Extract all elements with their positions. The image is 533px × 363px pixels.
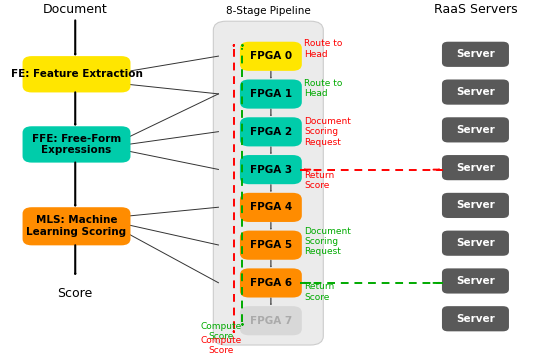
Text: Compute
Score: Compute Score: [200, 322, 241, 341]
FancyBboxPatch shape: [240, 79, 302, 109]
Text: FPGA 7: FPGA 7: [250, 316, 292, 326]
Text: RaaS Servers: RaaS Servers: [434, 3, 518, 16]
Text: Score: Score: [58, 287, 93, 301]
Text: Document: Document: [43, 3, 108, 16]
FancyBboxPatch shape: [213, 21, 324, 345]
Text: Server: Server: [456, 125, 495, 135]
FancyBboxPatch shape: [240, 268, 302, 298]
Text: Document
Scoring
Request: Document Scoring Request: [304, 117, 351, 147]
Text: FPGA 6: FPGA 6: [250, 278, 292, 288]
Text: FPGA 4: FPGA 4: [250, 203, 292, 212]
Text: MLS: Machine
Learning Scoring: MLS: Machine Learning Scoring: [27, 216, 126, 237]
FancyBboxPatch shape: [22, 126, 131, 163]
Text: Server: Server: [456, 87, 495, 97]
Text: FFE: Free-Form
Expressions: FFE: Free-Form Expressions: [32, 134, 121, 155]
FancyBboxPatch shape: [442, 117, 509, 142]
FancyBboxPatch shape: [240, 193, 302, 222]
Text: Compute
Score: Compute Score: [200, 336, 241, 355]
Text: FPGA 1: FPGA 1: [250, 89, 292, 99]
Text: Return
Score: Return Score: [304, 171, 335, 190]
Text: Server: Server: [456, 238, 495, 248]
FancyBboxPatch shape: [442, 231, 509, 256]
Text: Server: Server: [456, 49, 495, 59]
FancyBboxPatch shape: [442, 155, 509, 180]
Text: FPGA 0: FPGA 0: [250, 51, 292, 61]
Text: Document
Scoring
Request: Document Scoring Request: [304, 227, 351, 257]
FancyBboxPatch shape: [442, 193, 509, 218]
FancyBboxPatch shape: [240, 231, 302, 260]
Text: FE: Feature Extraction: FE: Feature Extraction: [11, 69, 142, 79]
Text: Return
Score: Return Score: [304, 282, 335, 302]
Text: Server: Server: [456, 276, 495, 286]
Text: 8-Stage Pipeline: 8-Stage Pipeline: [226, 6, 311, 16]
Text: FPGA 5: FPGA 5: [250, 240, 292, 250]
FancyBboxPatch shape: [22, 207, 131, 245]
FancyBboxPatch shape: [240, 155, 302, 184]
FancyBboxPatch shape: [442, 268, 509, 294]
Text: Server: Server: [456, 314, 495, 324]
Text: FPGA 3: FPGA 3: [250, 164, 292, 175]
FancyBboxPatch shape: [442, 42, 509, 67]
FancyBboxPatch shape: [442, 79, 509, 105]
Text: Server: Server: [456, 200, 495, 211]
Text: Route to
Head: Route to Head: [304, 40, 343, 59]
FancyBboxPatch shape: [442, 306, 509, 331]
FancyBboxPatch shape: [22, 56, 131, 93]
Text: FPGA 2: FPGA 2: [250, 127, 292, 137]
Text: Route to
Head: Route to Head: [304, 79, 343, 98]
Text: Server: Server: [456, 163, 495, 173]
FancyBboxPatch shape: [240, 117, 302, 146]
FancyBboxPatch shape: [240, 306, 302, 335]
FancyBboxPatch shape: [240, 42, 302, 71]
